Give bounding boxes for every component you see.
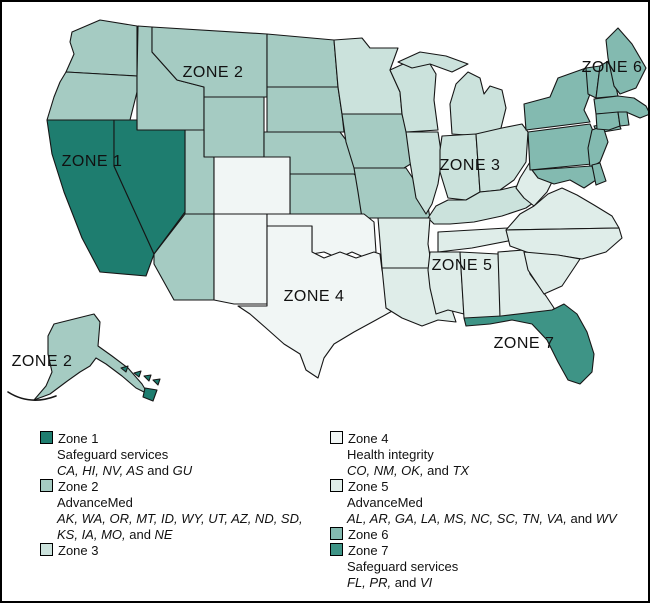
state-il: [405, 131, 443, 215]
zone4-label: Zone 4: [348, 431, 389, 446]
zone5-label: Zone 5: [348, 479, 389, 494]
zone2-details: AdvanceMed AK, WA, OR, MT, ID, WY, UT, AZ…: [57, 495, 303, 542]
legend-entry-zone-5: Zone 5 AdvanceMed AL, AR, GA, LA, MS, NC,…: [330, 479, 648, 527]
legend-entry-zone-7: Zone 7 Safeguard services FL, PR, and VI: [330, 543, 648, 591]
state-wy: [203, 96, 265, 158]
zone3-label: Zone 3: [58, 543, 99, 558]
legend-entry-zone-4: Zone 4 Health integrity CO, NM, OK, and T…: [330, 431, 648, 479]
zone3-swatch: [40, 543, 53, 556]
state-ar: [377, 217, 433, 269]
zone4-details: Health integrity CO, NM, OK, and TX: [347, 447, 470, 478]
state-nv: [113, 119, 186, 255]
zone5-swatch: [330, 479, 343, 492]
hawaii-island: [133, 370, 142, 378]
zone2-label: Zone 2: [58, 479, 99, 494]
state-ia: [341, 113, 415, 169]
map-label-zone-7: ZONE 7: [494, 335, 555, 352]
state-mn: [333, 37, 403, 115]
map-label-zone-2: ZONE 2: [183, 64, 244, 81]
us-zone-map: ZONE 1 ZONE 2 ZONE 3 ZONE 4 ZONE 5 ZONE …: [7, 19, 648, 402]
map-label-zone-4: ZONE 4: [284, 288, 345, 305]
hawaii-island: [152, 378, 161, 386]
hawaii-islands: [120, 365, 161, 402]
map-label-zone-2-alaska: ZONE 2: [12, 353, 73, 370]
aleutian-islands-line: [7, 391, 57, 401]
state-sd: [266, 86, 345, 133]
state-pa: [527, 123, 599, 171]
state-va: [505, 187, 620, 231]
zone1-details: Safeguard services CA, HI, NV, AS and GU: [57, 447, 193, 478]
state-nc: [505, 227, 623, 260]
hawaii-big-island: [142, 387, 158, 402]
state-ct: [595, 111, 621, 131]
state-wa: [65, 19, 138, 77]
zone7-label: Zone 7: [348, 543, 389, 558]
state-ks: [289, 173, 365, 215]
map-label-zone-3: ZONE 3: [440, 157, 501, 174]
map-label-zone-1: ZONE 1: [62, 153, 123, 170]
zone7-details: Safeguard services FL, PR, and VI: [347, 559, 459, 590]
zone2-swatch: [40, 479, 53, 492]
state-nj: [587, 125, 609, 169]
state-de: [591, 162, 607, 186]
legend-entry-zone-6: Zone 6: [330, 527, 648, 543]
state-ak: [33, 313, 149, 401]
zone6-swatch: [330, 527, 343, 540]
state-or: [46, 71, 138, 121]
state-co: [213, 156, 291, 215]
legend-entry-zone-3: Zone 3: [40, 543, 325, 559]
legend-entry-zone-1: Zone 1 Safeguard services CA, HI, NV, AS …: [40, 431, 325, 479]
state-ny: [523, 67, 591, 131]
legend-right-column: Zone 4 Health integrity CO, NM, OK, and T…: [330, 431, 648, 591]
state-sc: [523, 251, 581, 295]
legend-entry-zone-2: Zone 2 AdvanceMed AK, WA, OR, MT, ID, WY,…: [40, 479, 325, 543]
state-nd: [266, 33, 339, 88]
legend-left-column: Zone 1 Safeguard services CA, HI, NV, AS …: [40, 431, 325, 559]
state-mi-upper: [397, 51, 469, 73]
state-fl: [463, 303, 595, 385]
zone1-swatch: [40, 431, 53, 444]
state-ri: [617, 111, 630, 127]
state-mi: [449, 71, 507, 137]
map-label-zone-5: ZONE 5: [432, 257, 493, 274]
zone7-swatch: [330, 543, 343, 556]
hawaii-island: [143, 374, 152, 382]
zone6-label: Zone 6: [348, 527, 389, 542]
map-label-zone-6: ZONE 6: [582, 59, 643, 76]
zone5-details: AdvanceMed AL, AR, GA, LA, MS, NC, SC, TN…: [347, 495, 617, 526]
zone1-label: Zone 1: [58, 431, 99, 446]
state-nm: [213, 213, 268, 305]
state-tx: [237, 225, 395, 379]
hawaii-island: [120, 365, 129, 373]
state-me: [605, 27, 647, 95]
zone4-swatch: [330, 431, 343, 444]
